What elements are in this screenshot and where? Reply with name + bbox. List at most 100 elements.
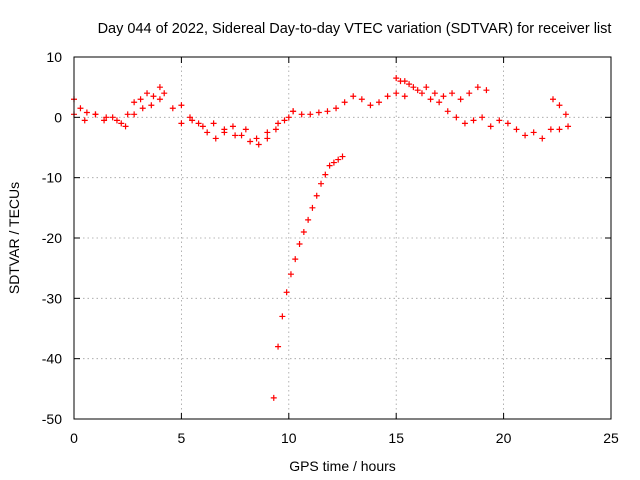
data-point [232,132,239,139]
data-point [144,90,151,97]
receiver-trace-9 [270,153,346,401]
data-point [393,90,400,97]
data-point [113,117,120,124]
y-tick-label: -20 [42,230,62,246]
data-point [496,117,503,124]
data-point [253,135,260,142]
data-point [150,93,157,100]
y-tick-label: -40 [42,351,62,367]
data-point [285,114,292,121]
data-point [479,114,486,121]
data-point [148,102,155,109]
y-tick-label: -30 [42,290,62,306]
data-point [287,271,294,278]
data-point [326,162,333,169]
data-point [449,90,456,97]
data-point [461,120,468,127]
data-point [189,117,196,124]
tick-labels: 0 5 10 15 20 25 -50 -40 -30 -20 -10 0 10 [42,49,619,446]
data-point [305,216,312,223]
y-tick-label: -10 [42,170,62,186]
x-tick-label: 0 [70,430,78,446]
y-tick-label: 0 [54,109,62,125]
data-point [264,129,271,136]
data-point [296,241,303,248]
data-point [281,117,288,124]
data-point [376,99,383,106]
data-point [186,114,193,121]
data-point [335,156,342,163]
y-tick-label: 10 [46,49,62,65]
data-point [137,96,144,103]
data-point [300,228,307,235]
data-point [131,111,138,118]
receiver-trace-7 [397,78,490,103]
data-point [384,93,391,100]
data-point [210,120,217,127]
data-point [270,394,277,401]
data-point [169,105,176,112]
data-point [324,108,331,115]
data-point [358,96,365,103]
data-point [247,138,254,145]
receiver-trace-4 [178,114,292,142]
data-point [470,117,477,124]
data-point [397,78,404,85]
data-point [298,111,305,118]
data-point [440,93,447,100]
data-point [292,256,299,263]
data-point [322,171,329,178]
data-point [562,111,569,118]
data-point [436,99,443,106]
data-point [290,108,297,115]
data-point [103,114,110,121]
data-point [393,75,400,82]
data-point [279,313,286,320]
data-point [275,120,282,127]
data-point [255,141,262,148]
data-point [238,132,245,139]
data-point [367,102,374,109]
y-tick-label: -50 [42,411,62,427]
data-point [309,204,316,211]
data-point [307,111,314,118]
data-point [109,114,116,121]
x-tick-label: 15 [388,430,404,446]
data-point [556,126,563,133]
data-point [457,96,464,103]
data-point [530,129,537,136]
data-point [431,90,438,97]
data-point [418,90,425,97]
x-tick-label: 25 [603,430,619,446]
data-point [427,96,434,103]
data-point [242,126,249,133]
data-point [406,81,413,88]
data-point [178,120,185,127]
data-point [212,135,219,142]
data-point [101,117,108,124]
axis-ticks [73,56,612,420]
data-point [122,123,129,130]
data-point [318,180,325,187]
data-point [410,84,417,91]
data-point [221,129,228,136]
x-tick-label: 10 [281,430,297,446]
plot-frame [73,56,612,420]
data-point [487,123,494,130]
data-point [83,109,90,116]
data-point [504,120,511,127]
data-point [77,105,84,112]
data-point [118,120,125,127]
data-point [92,111,99,118]
data-point [483,87,490,94]
data-point [81,117,88,124]
data-point [550,96,557,103]
data-point [333,105,340,112]
data-point [195,120,202,127]
data-point [275,343,282,350]
receiver-trace-2 [71,96,163,130]
receiver-trace-3 [169,102,297,148]
data-point [156,84,163,91]
data-point [199,123,206,130]
data-point [272,126,279,133]
